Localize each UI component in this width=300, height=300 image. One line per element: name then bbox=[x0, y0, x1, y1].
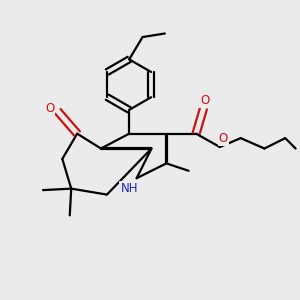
Text: O: O bbox=[45, 103, 54, 116]
Text: O: O bbox=[219, 132, 228, 145]
Text: NH: NH bbox=[120, 182, 138, 195]
Text: O: O bbox=[200, 94, 210, 107]
